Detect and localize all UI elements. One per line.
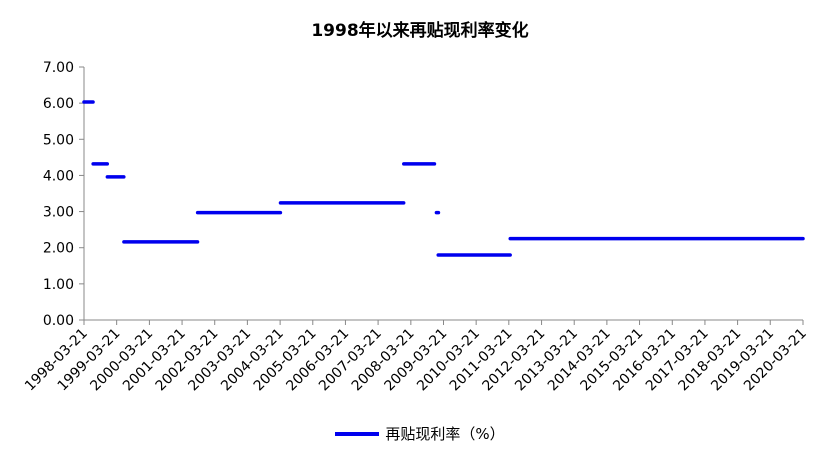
y-tick-label: 7.00 bbox=[43, 60, 74, 76]
y-tick-label: 2.00 bbox=[43, 241, 74, 257]
legend-swatch bbox=[335, 431, 380, 436]
legend: 再贴现利率（%） bbox=[0, 423, 840, 444]
y-tick-label: 3.00 bbox=[43, 205, 74, 221]
y-tick-label: 5.00 bbox=[43, 132, 74, 148]
y-tick-label: 1.00 bbox=[43, 277, 74, 293]
y-tick-label: 0.00 bbox=[43, 313, 74, 329]
legend-label: 再贴现利率（%） bbox=[385, 425, 505, 443]
y-tick-label: 6.00 bbox=[43, 96, 74, 112]
y-tick-label: 4.00 bbox=[43, 168, 74, 184]
chart-title: 1998年以来再贴现利率变化 bbox=[311, 21, 529, 41]
